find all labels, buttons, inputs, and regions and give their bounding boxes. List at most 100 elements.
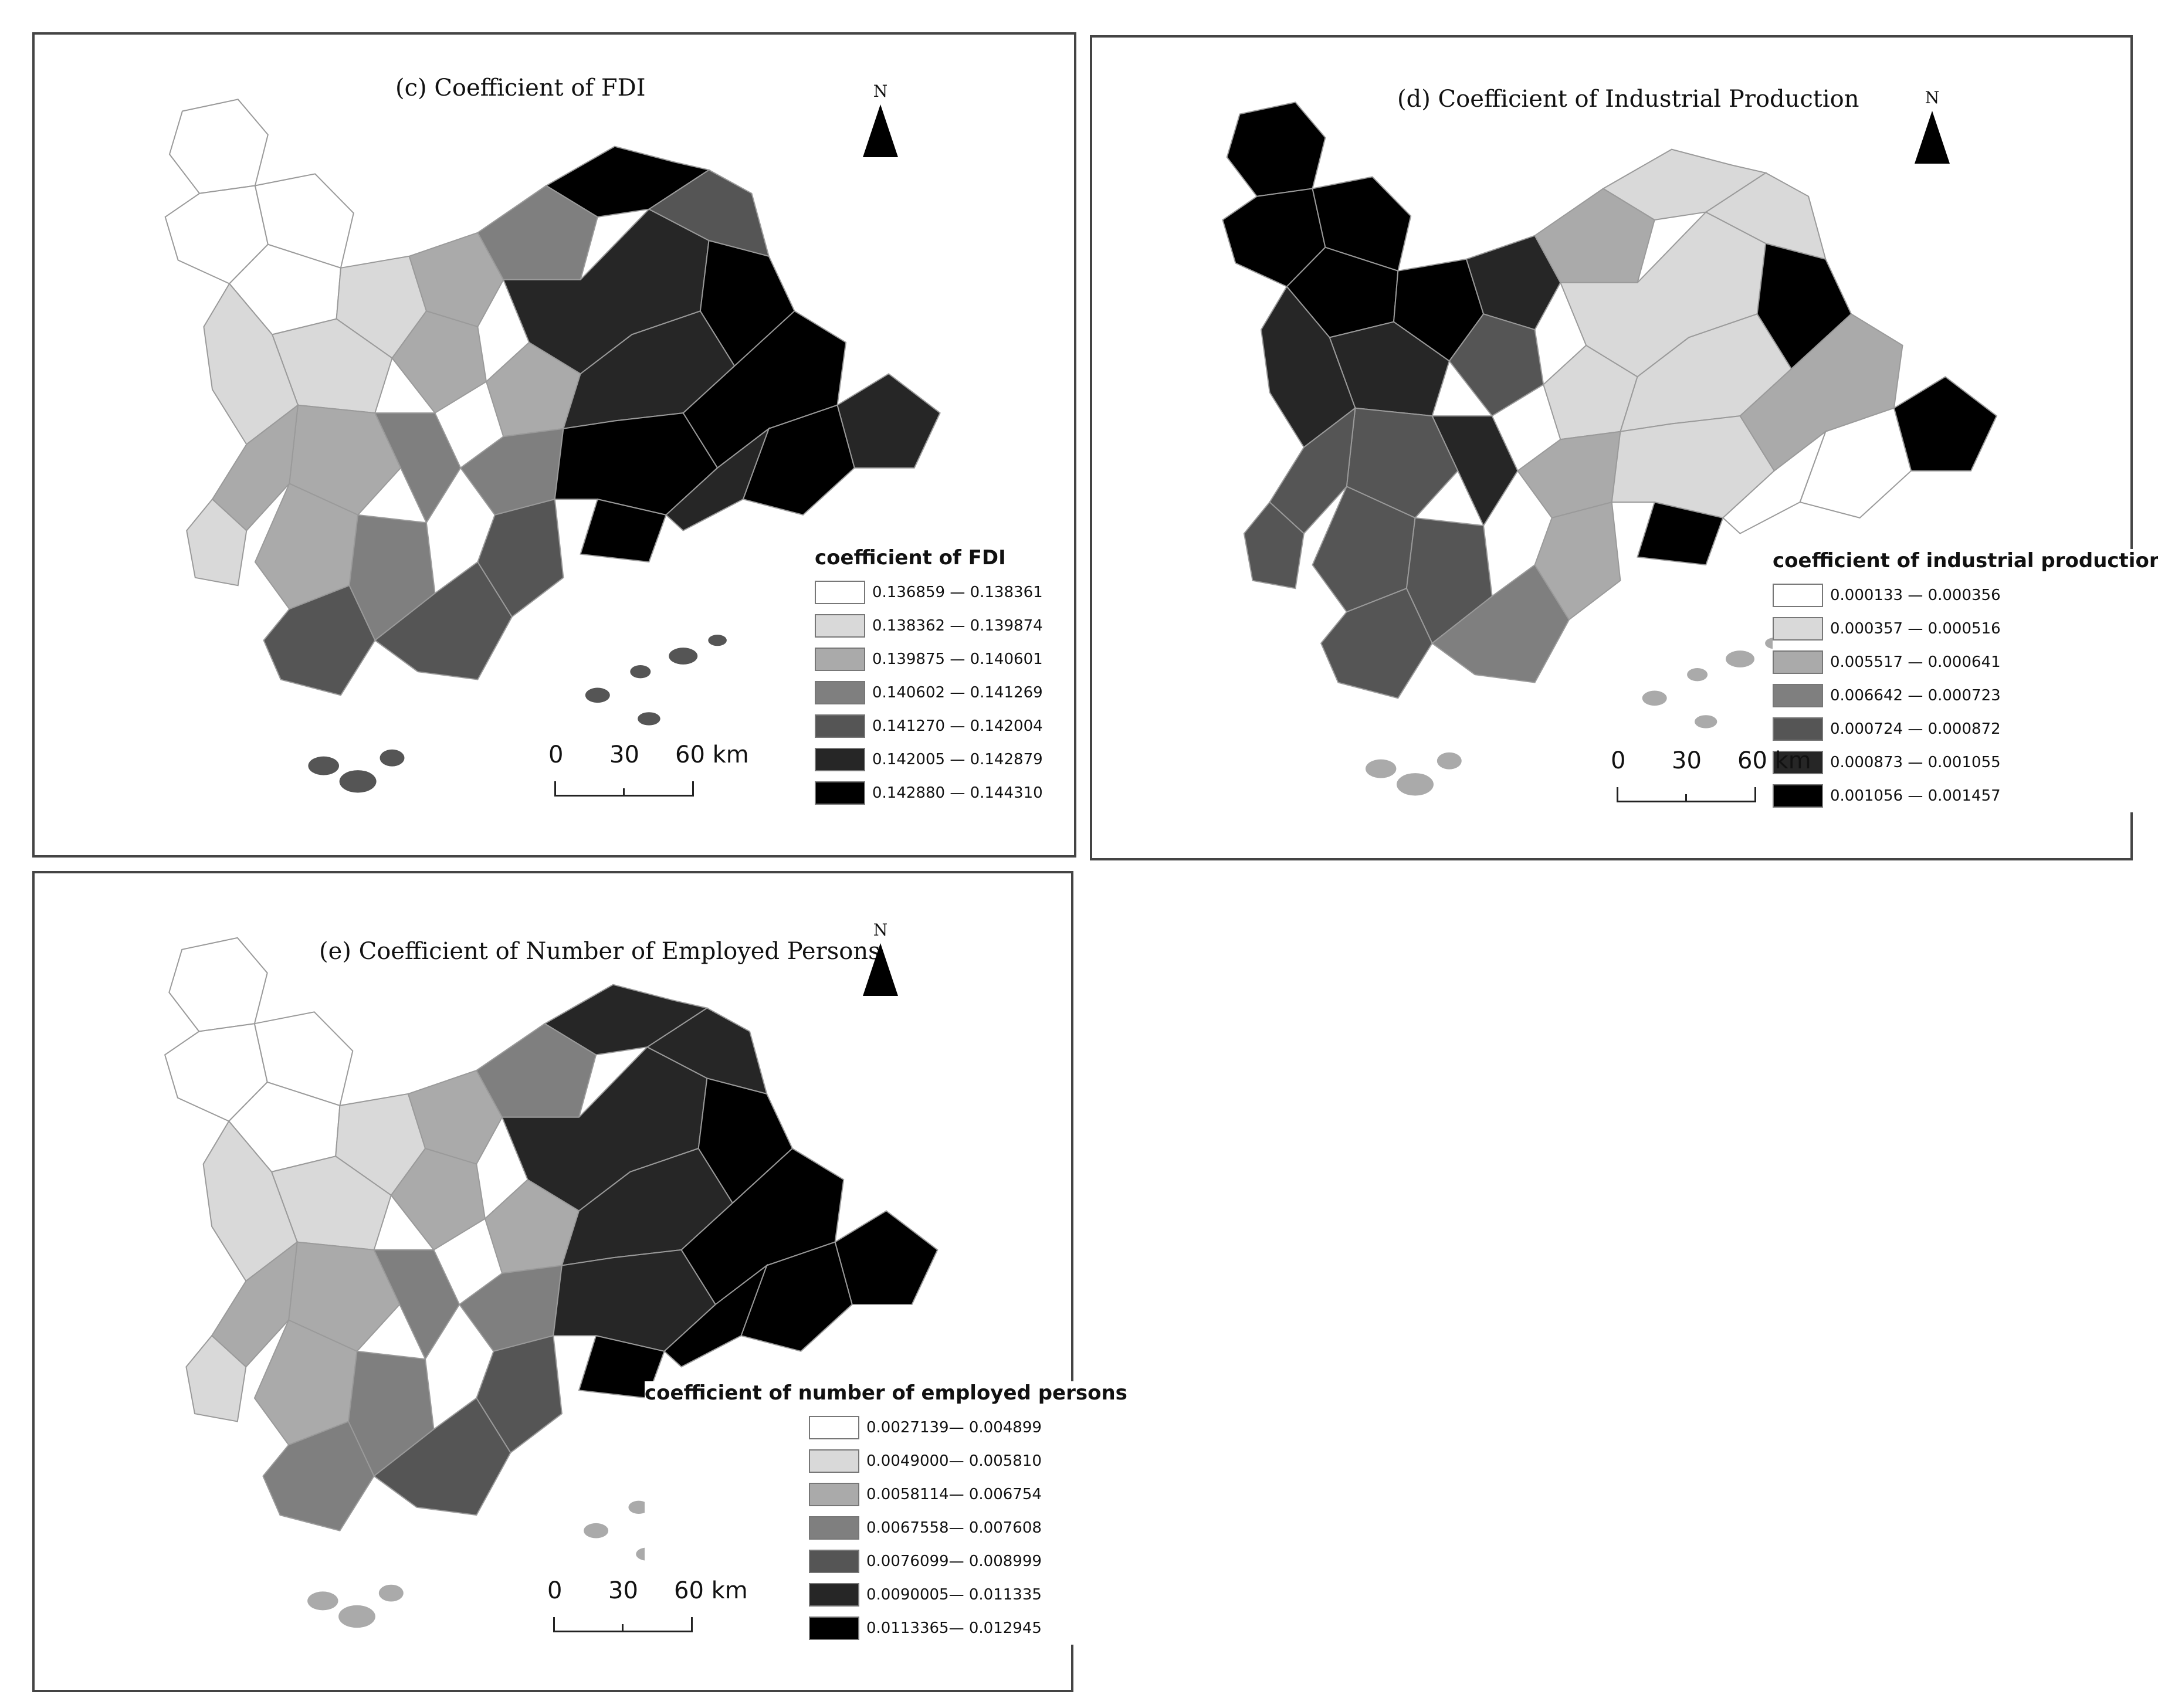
scale-tick — [623, 788, 625, 797]
map-fdi — [164, 99, 941, 793]
scale-label-30: 30 — [609, 741, 639, 768]
map-region — [476, 1334, 563, 1454]
legend-label: 0.140602 — 0.141269 — [872, 683, 1043, 702]
island — [339, 770, 377, 793]
map-region — [1465, 235, 1561, 331]
map-region — [834, 1210, 939, 1305]
map-region — [391, 310, 487, 414]
map-region — [580, 498, 667, 563]
map-region — [665, 426, 770, 531]
legend-swatch — [809, 1549, 859, 1573]
scale-bar: 0 30 60 km — [547, 1577, 748, 1648]
map-region — [1226, 101, 1326, 197]
island — [638, 712, 660, 726]
legend-item: 0.138362 — 0.139874 — [815, 609, 1043, 642]
scale-label-30: 30 — [608, 1577, 638, 1604]
legend-swatch — [1773, 616, 1823, 640]
island — [1726, 650, 1754, 667]
island — [1687, 668, 1708, 682]
map-region — [262, 1421, 375, 1531]
island — [1397, 773, 1434, 796]
legend-item: 0.142880 — 0.144310 — [815, 776, 1043, 809]
legend-label: 0.000133 — 0.000356 — [1830, 586, 2001, 604]
map-region — [390, 1147, 486, 1251]
legend-item: 0.140602 — 0.141269 — [815, 676, 1043, 709]
island — [1366, 759, 1397, 778]
island — [338, 1605, 375, 1628]
north-arrow: N — [857, 920, 904, 996]
island — [1437, 752, 1462, 770]
scale-label-60: 60 km — [674, 1577, 748, 1604]
map-region — [374, 412, 462, 524]
north-label: N — [1925, 88, 1940, 107]
legend-item: 0.136859 — 0.138361 — [815, 575, 1043, 609]
legend-swatch — [809, 1516, 859, 1540]
island — [630, 665, 651, 679]
legend-label: 0.0067558— 0.007608 — [866, 1519, 1042, 1537]
legend-label: 0.142880 — 0.144310 — [872, 784, 1043, 802]
legend-item: 0.141270 — 0.142004 — [815, 709, 1043, 743]
scale-label-60: 60 km — [1737, 747, 1811, 774]
map-region — [1312, 176, 1412, 272]
legend-label: 0.000873 — 0.001055 — [1830, 753, 2001, 771]
legend-label: 0.000357 — 0.000516 — [1830, 619, 2001, 638]
map-region — [1602, 148, 1767, 221]
map-region — [168, 99, 269, 194]
legend-swatch — [809, 1482, 859, 1506]
legend-swatch — [1773, 717, 1823, 741]
legend-swatch — [1773, 683, 1823, 707]
island — [378, 1584, 404, 1602]
island — [1695, 715, 1717, 728]
north-arrow-icon — [863, 104, 898, 157]
legend-title: coefficient of FDI — [815, 546, 1006, 570]
legend-item: 0.0067558— 0.007608 — [809, 1511, 1127, 1544]
legend-swatch — [809, 1415, 859, 1439]
map-region — [1243, 501, 1305, 589]
panel-industrial-production: (d) Coefficient of Industrial Production… — [1090, 35, 2158, 860]
island — [1642, 690, 1667, 706]
panel-fdi: (c) Coefficient of FDI N coefficient of … — [32, 32, 1076, 858]
map-region — [477, 498, 564, 618]
map-region — [185, 1334, 247, 1422]
scale-label-30: 30 — [1672, 747, 1702, 774]
map-region — [477, 185, 598, 280]
north-label: N — [873, 920, 888, 940]
map-title: (d) Coefficient of Industrial Production — [1397, 86, 1859, 113]
legend-swatch — [809, 1582, 859, 1607]
legend-label: 0.0049000— 0.005810 — [866, 1452, 1042, 1470]
map-region — [1637, 501, 1724, 566]
island — [708, 635, 727, 646]
map-region — [1722, 429, 1827, 534]
map-region — [1893, 376, 1998, 472]
legend-swatch — [815, 781, 865, 805]
legend-item: 0.005517 — 0.000641 — [1773, 645, 2158, 679]
map-industrial-production — [1222, 101, 1998, 796]
map-title: (e) Coefficient of Number of Employed Pe… — [319, 938, 880, 965]
legend-swatch — [815, 647, 865, 671]
scale-bar: 0 30 60 km — [548, 741, 749, 812]
legend-label: 0.0113365— 0.012945 — [866, 1619, 1042, 1637]
legend-item: 0.0049000— 0.005810 — [809, 1444, 1127, 1477]
legend-item: 0.0113365— 0.012945 — [809, 1611, 1127, 1645]
legend-label: 0.006642 — 0.000723 — [1830, 686, 2001, 704]
legend: coefficient of number of employed person… — [645, 1381, 1127, 1645]
map-region — [408, 232, 504, 328]
north-arrow-icon — [1915, 111, 1950, 164]
legend-item: 0.0090005— 0.011335 — [809, 1578, 1127, 1611]
panel-employed-persons: (e) Coefficient of Number of Employed Pe… — [32, 871, 1127, 1692]
legend-swatch — [815, 747, 865, 771]
legend: coefficient of FDI 0.136859 — 0.138361 0.… — [815, 546, 1043, 809]
island — [585, 687, 610, 703]
legend-swatch — [815, 680, 865, 704]
legend-title: coefficient of industrial production — [1773, 549, 2158, 572]
map-region — [168, 937, 268, 1032]
legend-item: 0.0058114— 0.006754 — [809, 1477, 1127, 1511]
legend-label: 0.141270 — 0.142004 — [872, 717, 1043, 735]
legend-item: 0.000873 — 0.001055 — [1773, 745, 2158, 779]
legend-swatch — [1773, 583, 1823, 607]
map-region — [1534, 188, 1655, 283]
map-region — [407, 1069, 503, 1165]
legend-swatch — [809, 1449, 859, 1473]
legend-rows: 0.0027139— 0.004899 0.0049000— 0.005810 0.… — [809, 1411, 1127, 1645]
legend-label: 0.138362 — 0.139874 — [872, 616, 1043, 635]
